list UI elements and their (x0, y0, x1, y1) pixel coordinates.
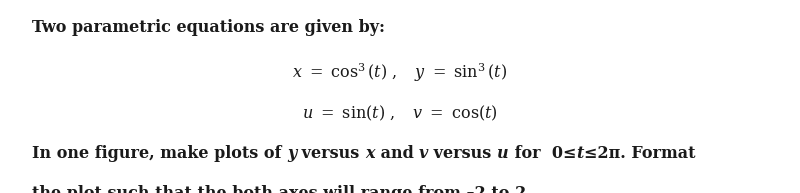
Text: Two parametric equations are given by:: Two parametric equations are given by: (32, 19, 385, 36)
Text: versus: versus (296, 145, 365, 162)
Text: t: t (576, 145, 584, 162)
Text: y: y (287, 145, 296, 162)
Text: and: and (374, 145, 419, 162)
Text: versus: versus (428, 145, 498, 162)
Text: ≤2π. Format: ≤2π. Format (584, 145, 695, 162)
Text: In one figure, make plots of: In one figure, make plots of (32, 145, 287, 162)
Text: v: v (419, 145, 428, 162)
Text: x: x (365, 145, 374, 162)
Text: $x\ =\ \cos^3(t)\ ,\quad y\ =\ \sin^3(t)$: $x\ =\ \cos^3(t)\ ,\quad y\ =\ \sin^3(t)… (293, 62, 507, 85)
Text: for  0≤: for 0≤ (509, 145, 576, 162)
Text: $u\ =\ \sin(t)\ ,\quad v\ =\ \cos(t)$: $u\ =\ \sin(t)\ ,\quad v\ =\ \cos(t)$ (302, 104, 498, 124)
Text: u: u (498, 145, 509, 162)
Text: the plot such that the both axes will range from –2 to 2.: the plot such that the both axes will ra… (32, 185, 532, 193)
